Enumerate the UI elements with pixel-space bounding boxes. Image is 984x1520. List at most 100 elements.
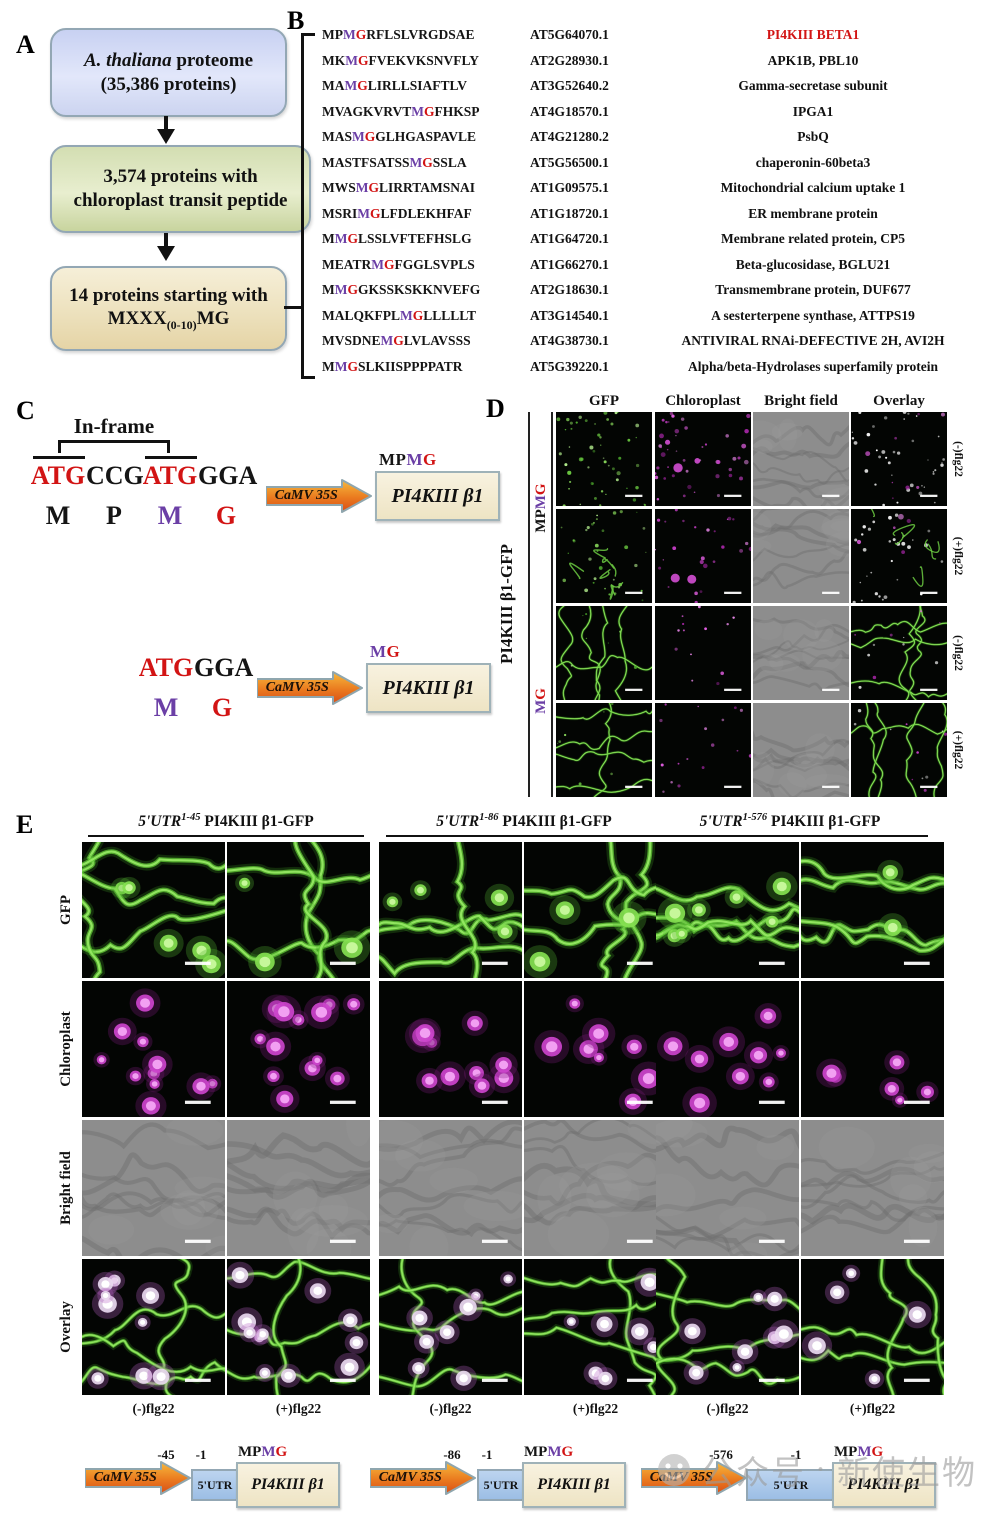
protein-name: PsbQ: [797, 129, 829, 145]
peptide-sequence: MMGSLKIISPPPPATR: [322, 359, 530, 375]
protein-row: MMGLSSLVFTEFHSLG AT1G64720.1 Membrane rela…: [322, 231, 978, 247]
micrograph-e-r1c6: [801, 842, 944, 978]
peptide-sequence: MMGLSSLVFTEFHSLG: [322, 231, 530, 247]
protein-row: MWSMGLIRRTAMSNAI AT1G09575.1 Mitochondrial…: [322, 180, 978, 196]
micrograph-d-r3c1: [556, 606, 652, 700]
micrograph-d-r2c2: [655, 509, 751, 603]
micrograph-d-r1c3: [753, 412, 849, 506]
micrograph-e-r2c3: [379, 981, 522, 1117]
e-header-utr45: 5'UTR1-45 PI4KIII β1-GFP: [88, 812, 364, 837]
micrograph-e-r4c6: [801, 1259, 944, 1395]
protein-name: ANTIVIRAL RNAi-DEFECTIVE 2H, AVI2H: [681, 333, 945, 349]
micrograph-d-r4c1: [556, 703, 652, 797]
d-group-label-mpmg: MP M G: [531, 433, 551, 583]
smiley-icon: [658, 1454, 690, 1486]
sequence-part: M: [322, 231, 335, 247]
sequence-part: LVLAVSSS: [403, 333, 471, 349]
micrograph-e-r1c1: [82, 842, 225, 978]
codon-cell: CCG: [86, 461, 144, 490]
e-header-utr576: 5'UTR1-576 PI4KIII β1-GFP: [652, 812, 928, 837]
gene-box: PI4KIII β1: [366, 663, 491, 713]
transit-peptide-box: 3,574 proteins with chloroplast transit …: [50, 145, 311, 233]
utr-range: 1-86: [479, 812, 499, 823]
sequence-part: MSRI: [322, 205, 358, 221]
sequence-part: G: [347, 231, 359, 247]
e-flg22-label: (-)flg22: [429, 1401, 472, 1416]
peptide-sequence: MKMGFVEKVKSNVFLY: [322, 53, 530, 69]
protein-row: MVAGKVRVTMGFHKSP AT4G18570.1 IPGA1: [322, 104, 978, 120]
d-flg22-label: (-)flg22: [952, 635, 964, 671]
micrograph-e-r4c5: [656, 1259, 799, 1395]
promoter-label: CaMV 35S: [265, 680, 329, 695]
sequence-part: SLKIISPPPPATR: [358, 358, 463, 374]
micrograph-d-r1c4: [851, 412, 947, 506]
protein-name: Mitochondrial calcium uptake 1: [720, 180, 906, 196]
sequence-part: GLHGASPAVLE: [375, 129, 477, 145]
d-flg22-label: (+)flg22: [952, 730, 964, 770]
micrograph-e-r2c4: [524, 981, 667, 1117]
watermark-prefix: 公众号: [701, 1456, 806, 1492]
sequence-part: G: [370, 205, 381, 221]
watermark-separator: ·: [815, 1451, 828, 1488]
utr-coordinate: -576: [709, 1447, 733, 1462]
tag-part: MP: [379, 450, 407, 469]
protein-row: MMGSLKIISPPPPATR AT5G39220.1 Alpha/beta-Hy…: [322, 359, 978, 375]
mg-proteins-box: 14 proteins starting with MXXX(0-10)MG: [50, 266, 287, 351]
sequence-part: MVSDNE: [322, 333, 381, 349]
protein-row: MPMGRFLSLVRGDSAE AT5G64070.1 PI4KIII BETA1: [322, 27, 978, 43]
tag-part: M: [370, 642, 387, 661]
tag-part: M: [532, 699, 549, 714]
sequence-part: MVAGKVRVT: [322, 103, 412, 119]
micrograph-e-r3c4: [524, 1120, 667, 1256]
protein-row: MSRIMGLFDLEKHFAF AT1G18720.1 ER membrane p…: [322, 206, 978, 222]
sequence-part: G: [393, 333, 404, 349]
sequence-part: FVEKVKSNVFLY: [368, 52, 480, 68]
d-divider-line: [551, 412, 553, 797]
protein-name: APK1B, PBL10: [767, 52, 859, 68]
protein-name: Transmembrane protein, DUF677: [715, 282, 911, 298]
micrograph-e-r4c3: [379, 1259, 522, 1395]
protein-row: MKMGFVEKVKSNVFLY AT2G28930.1 APK1B, PBL10: [322, 53, 978, 69]
codon-cell: ATG: [142, 461, 198, 490]
codon-row-2: ATG GGA: [138, 653, 253, 683]
protein-row: MMGGKSSKSKKNVEFG AT2G18630.1 Transmembrane…: [322, 282, 978, 298]
micrograph-d-r1c1: [556, 412, 652, 506]
gene-box: PI4KIII β1: [236, 1462, 340, 1508]
protein-name: PI4KIII BETA1: [766, 27, 860, 42]
peptide-sequence: MASMGGLHGASPAVLE: [322, 129, 530, 145]
sequence-part: M: [343, 27, 356, 42]
peptide-sequence: MSRIMGLFDLEKHFAF: [322, 206, 530, 222]
micrograph-d-r1c2: [655, 412, 751, 506]
tag-part: M: [532, 495, 549, 510]
sequence-part: M: [322, 282, 335, 298]
protein-row: MEATRMGFGGLSVPLS AT1G66270.1 Beta-glucosid…: [322, 257, 978, 273]
micrograph-e-r3c2: [227, 1120, 370, 1256]
panel-b-bracket: [301, 33, 315, 379]
sequence-part: MALQKFPL: [322, 307, 400, 323]
sequence-part: MEATR: [322, 256, 372, 272]
sequence-part: M: [355, 180, 369, 196]
protein-list: MPMGRFLSLVRGDSAE AT5G64070.1 PI4KIII BETA1…: [322, 27, 978, 375]
micrograph-e-r3c5: [656, 1120, 799, 1256]
tag-part: M: [261, 1444, 276, 1460]
protein-name: Beta-glucosidase, BGLU21: [735, 256, 891, 272]
codon-cell: GGA: [198, 461, 258, 490]
codon-cell: M: [157, 501, 183, 530]
flow-arrow-down-icon: [157, 233, 175, 261]
watermark-name: 新使生物: [837, 1456, 977, 1492]
panel-e-label: E: [16, 810, 34, 839]
sequence-part: G: [424, 103, 435, 119]
bracket-connector: [284, 306, 303, 309]
utr-range: 1-576: [742, 812, 768, 823]
codon-cell: M: [153, 693, 179, 722]
micrograph-e-r1c5: [656, 842, 799, 978]
e-flg22-label: (-)flg22: [132, 1401, 175, 1416]
micrograph-e-r1c2: [227, 842, 370, 978]
micrograph-e-r4c1: [82, 1259, 225, 1395]
tag-part: G: [532, 483, 549, 496]
micrograph-d-r3c3: [753, 606, 849, 700]
utr-coordinate: -86: [443, 1447, 461, 1462]
